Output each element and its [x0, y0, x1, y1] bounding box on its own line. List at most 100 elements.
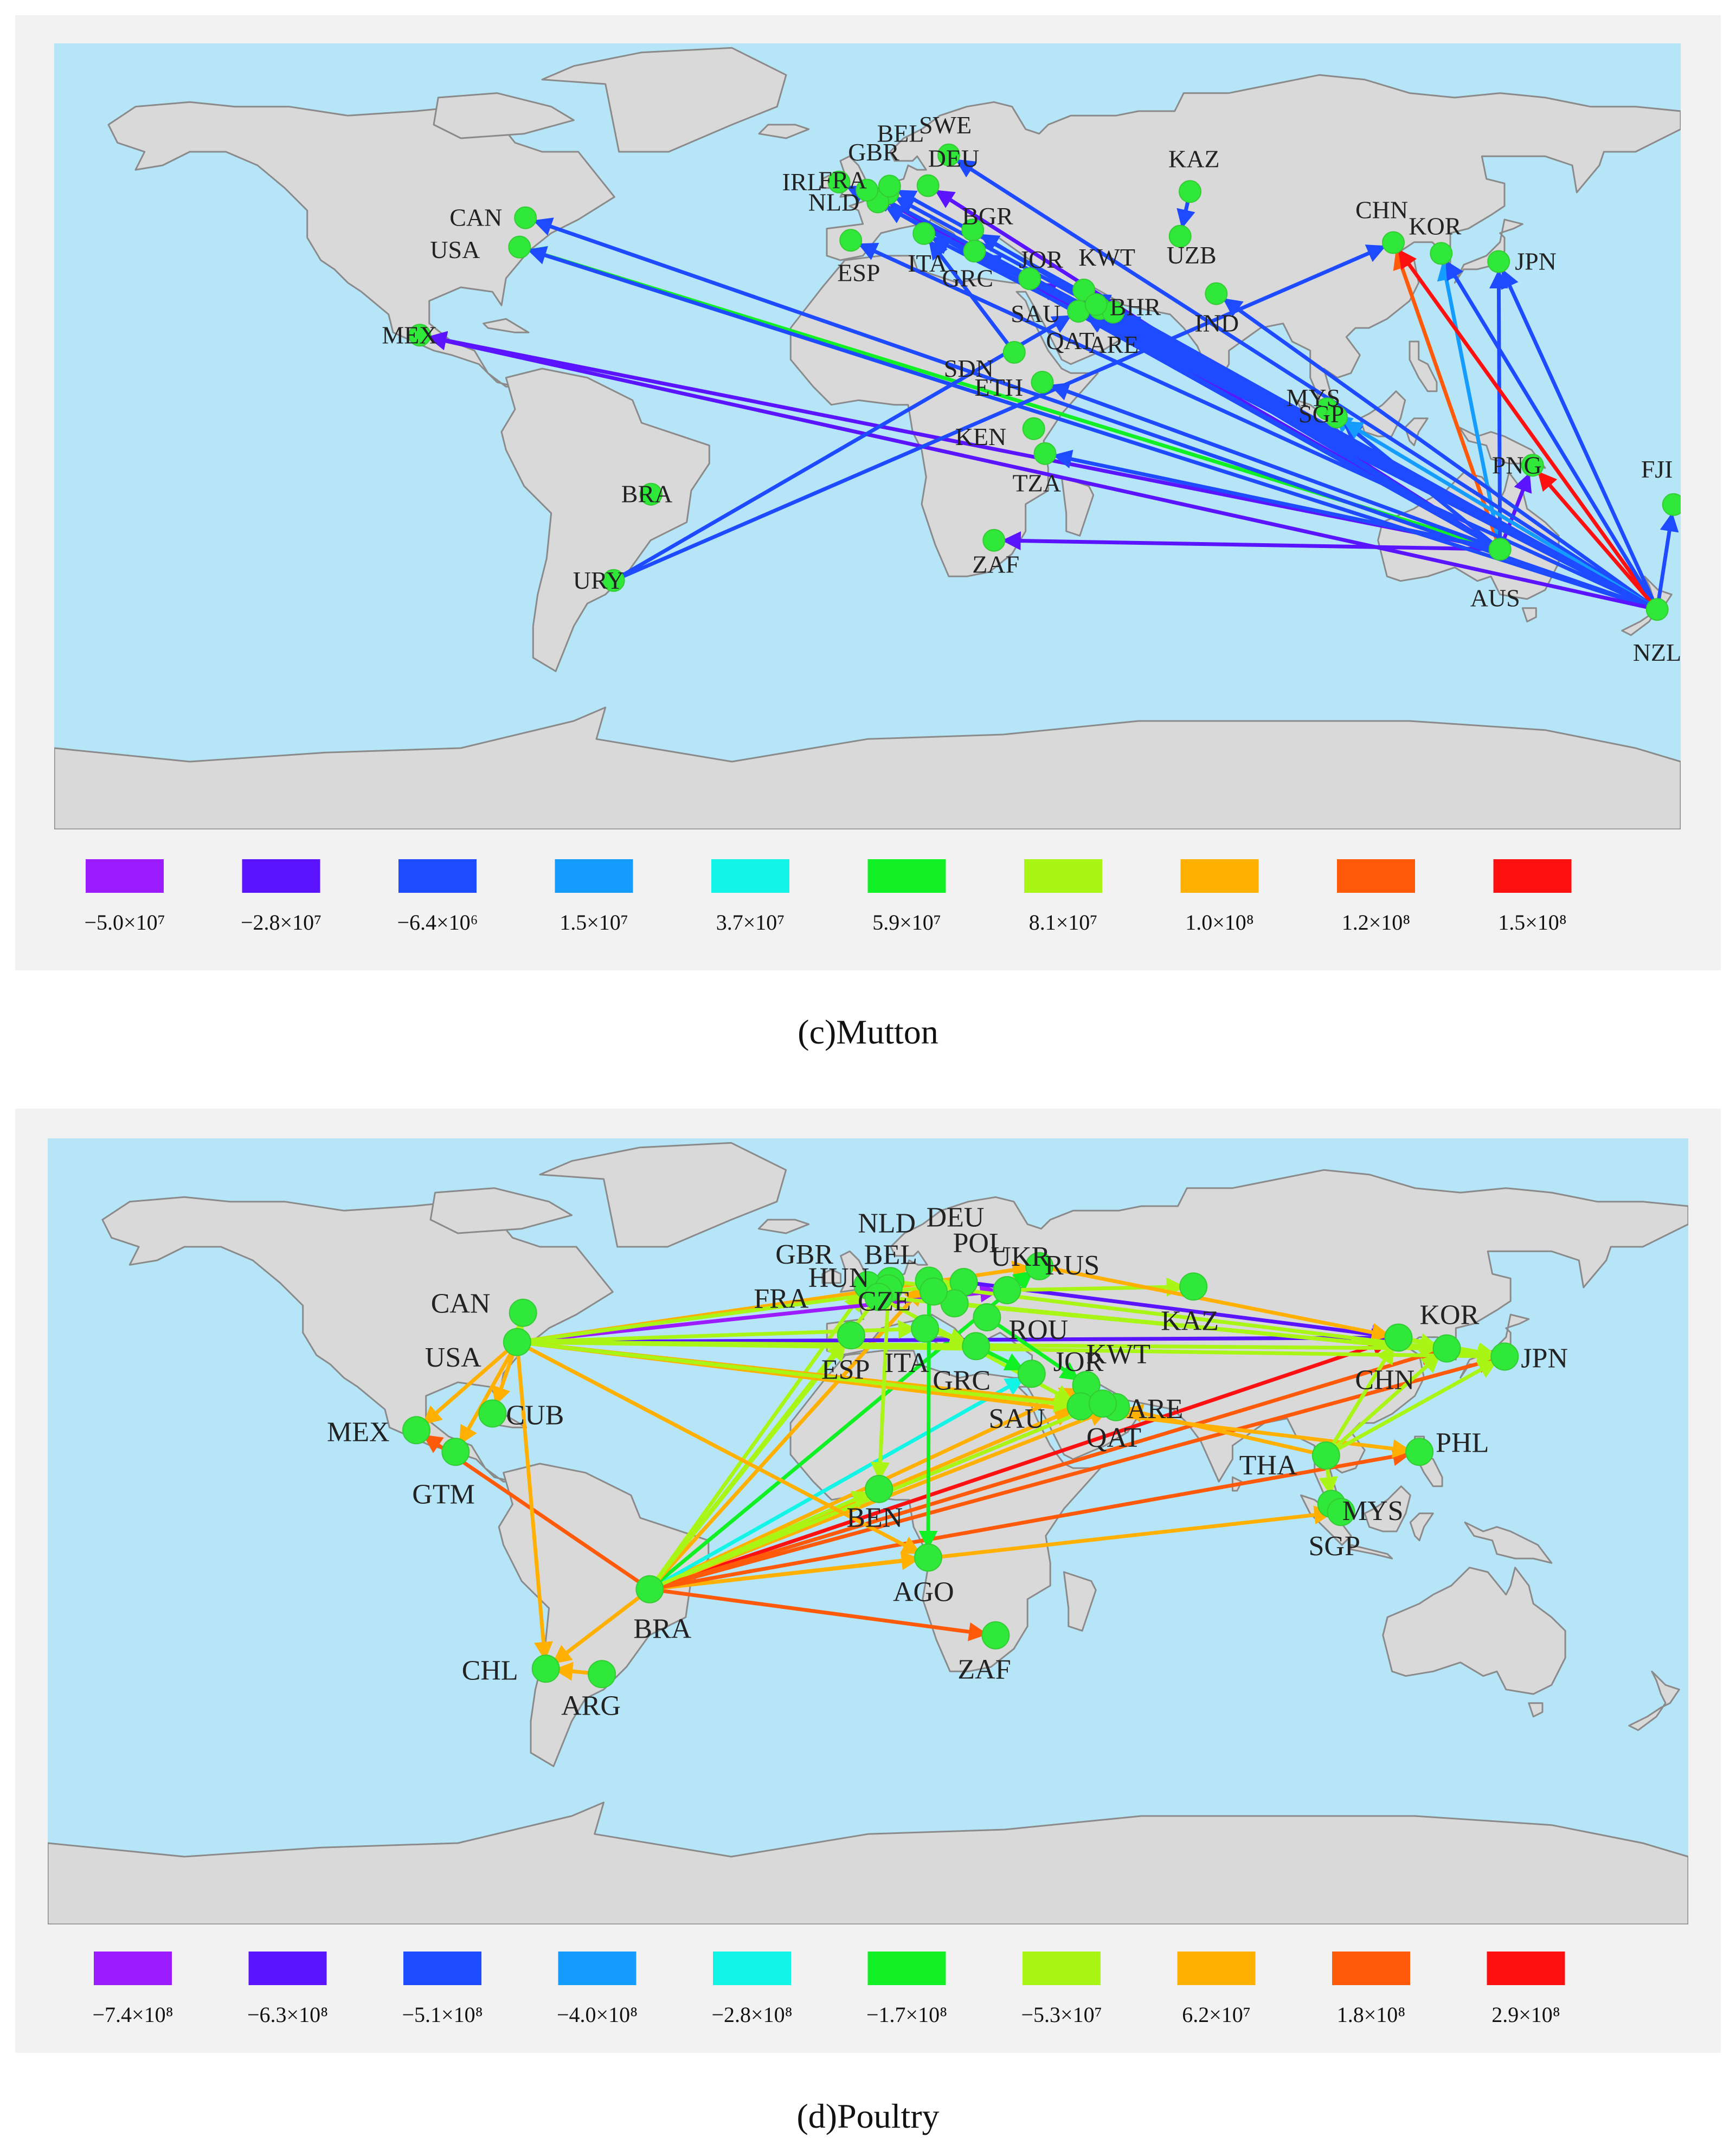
- country-label-sdn: SDN: [944, 355, 994, 382]
- land-polygon: [1528, 1702, 1544, 1718]
- land-polygon: [1628, 1670, 1680, 1731]
- color-legend: −7.4×10⁸ −6.3×10⁸ −5.1×10⁸ −4.0×10⁸ −2.8×10⁸…: [92, 1952, 1565, 2027]
- legend-label: −6.4×10⁶: [397, 910, 478, 935]
- land-polygon: [1350, 1544, 1393, 1560]
- country-node-mex: [402, 1416, 430, 1445]
- color-legend: −5.0×10⁷ −2.8×10⁷ −6.4×10⁶ 1.5×10⁷ 3.7×10⁷ 5.…: [84, 859, 1572, 935]
- trade-flow-arrows: [427, 158, 1679, 611]
- country-node-can: [514, 206, 537, 229]
- country-node-irl: [827, 170, 851, 194]
- country-label-can: CAN: [431, 1289, 491, 1319]
- land-polygon: [48, 1801, 1688, 1924]
- flow-arrow-bel-ben: [871, 1286, 891, 1482]
- country-node-tha: [1311, 1441, 1340, 1470]
- country-label-sau: SAU: [989, 1403, 1045, 1434]
- country-node-jor: [1017, 1360, 1046, 1388]
- country-node-ury: [602, 569, 625, 592]
- country-label-bel: BEL: [877, 120, 924, 147]
- flow-arrow-tha-jpn: [1324, 1359, 1498, 1458]
- legend-label: 1.2×10⁸: [1342, 910, 1411, 935]
- flow-arrow-aus-mex: [427, 331, 1502, 551]
- legend-label: 2.9×10⁸: [1491, 2002, 1560, 2027]
- country-node-ita: [912, 222, 936, 245]
- country-label-esp: ESP: [837, 259, 880, 286]
- country-node-chn: [1384, 1323, 1413, 1352]
- flow-arrow-usa-gtm: [458, 1340, 519, 1446]
- country-label-esp: ESP: [821, 1354, 870, 1385]
- flow-arrow-usa-mex: [422, 1340, 519, 1426]
- legend-label: 3.7×10⁷: [716, 910, 785, 935]
- legend-swatch: [1493, 859, 1572, 893]
- flow-arrow-bra-chl: [551, 1587, 652, 1665]
- country-label-swe: SWE: [919, 111, 972, 139]
- country-node-sdn: [1002, 341, 1026, 364]
- land-polygon: [1063, 1571, 1097, 1632]
- country-label-mys: MYS: [1287, 384, 1341, 411]
- land-polygon: [821, 1268, 842, 1284]
- country-label-ken: KEN: [955, 423, 1007, 450]
- land-polygon: [1454, 218, 1523, 284]
- country-label-arg: ARG: [561, 1690, 621, 1721]
- flow-arrow-nzl-sau: [1085, 313, 1660, 611]
- flow-arrow-bra-esp: [647, 1341, 847, 1592]
- country-label-cze: CZE: [858, 1286, 911, 1317]
- legend-label: 1.5×10⁸: [1498, 910, 1567, 935]
- flow-arrow-bra-rus: [647, 1270, 1034, 1592]
- panel-caption: (c)Mutton: [798, 1013, 938, 1051]
- legend-swatch: [558, 1952, 636, 1985]
- country-node-sgp: [1325, 405, 1348, 429]
- legend-swatch: [94, 1952, 172, 1985]
- legend-swatch: [555, 859, 633, 893]
- country-label-deu: DEU: [928, 145, 980, 172]
- country-node-ita: [911, 1314, 940, 1343]
- country-label-jpn: JPN: [1521, 1343, 1568, 1374]
- country-node-png: [1521, 454, 1544, 477]
- country-node-bra: [639, 482, 663, 506]
- country-label-mys: MYS: [1342, 1496, 1404, 1527]
- country-label-gtm: GTM: [412, 1479, 475, 1510]
- flow-arrow-tha-are: [1123, 1403, 1328, 1458]
- country-label-zaf: ZAF: [972, 551, 1019, 578]
- country-label-nld: NLD: [858, 1208, 916, 1239]
- country-node-fra: [864, 1283, 893, 1311]
- country-node-gtm: [441, 1438, 470, 1466]
- legend-label: −1.7×10⁸: [866, 2002, 947, 2027]
- country-node-esp: [839, 229, 863, 252]
- flow-arrow-nzl-can: [532, 217, 1660, 611]
- country-label-usa: USA: [430, 236, 480, 263]
- country-label-ury: URY: [573, 566, 625, 594]
- land-polygon: [1409, 1512, 1434, 1542]
- country-label-kor: KOR: [1409, 212, 1461, 240]
- country-node-cze: [920, 1277, 948, 1306]
- legend-label: 6.2×10⁷: [1182, 2002, 1251, 2027]
- country-label-cub: CUB: [506, 1400, 564, 1431]
- flow-arrow-nzl-swe: [955, 158, 1660, 611]
- country-node-zaf: [982, 529, 1006, 552]
- land-polygon: [541, 47, 787, 153]
- country-label-fji: FJI: [1641, 455, 1673, 483]
- flow-arrow-aus-png: [1498, 472, 1532, 551]
- land-polygon: [1382, 1567, 1566, 1695]
- country-label-fra: FRA: [818, 166, 866, 194]
- flow-arrow-aus-sau: [1085, 314, 1502, 551]
- country-label-qat: QAT: [1046, 327, 1094, 355]
- legend-label: 1.5×10⁷: [560, 910, 628, 935]
- flow-arrow-aus-zaf: [1001, 531, 1502, 551]
- flow-arrow-tha-kor: [1324, 1353, 1442, 1458]
- country-label-bra: BRA: [621, 480, 673, 508]
- legend-swatch: [1177, 1952, 1256, 1985]
- country-node-sgp: [1327, 1498, 1355, 1527]
- legend-label: −4.0×10⁸: [557, 2002, 638, 2027]
- flow-arrow-bra-phl: [647, 1447, 1412, 1592]
- country-label-chl: CHL: [462, 1655, 518, 1686]
- country-node-ago: [914, 1543, 942, 1572]
- country-node-mex: [408, 324, 432, 347]
- country-label-deu: DEU: [927, 1202, 985, 1233]
- country-label-ita: ITA: [884, 1348, 929, 1379]
- country-node-nzl: [1645, 598, 1669, 621]
- country-label-uzb: UZB: [1167, 241, 1217, 269]
- country-label-grc: GRC: [942, 264, 994, 292]
